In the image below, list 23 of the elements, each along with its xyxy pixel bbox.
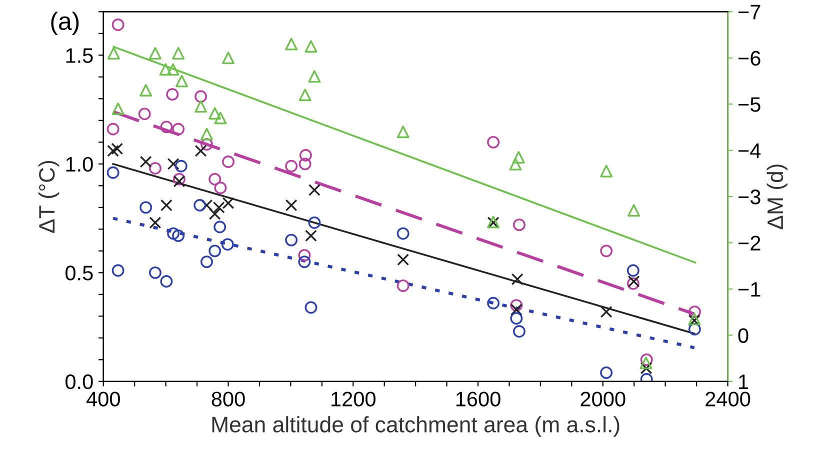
x-axis-title: Mean altitude of catchment area (m a.s.l.) xyxy=(212,416,620,437)
text: (a) xyxy=(51,12,79,35)
y2-tick-label: −1 xyxy=(738,282,760,297)
y2-tick-label: −4 xyxy=(738,144,761,158)
y-tick-label: 1.0 xyxy=(66,156,93,172)
y2-tick-label: −7 xyxy=(738,4,760,20)
y2-axis-title: ΔM (d) xyxy=(766,164,788,230)
y2-tick-label: 1 xyxy=(739,374,748,389)
x-tick-label: 2000 xyxy=(580,392,626,406)
x-tick-label: 1600 xyxy=(456,392,500,406)
y-tick-label: 1.5 xyxy=(66,48,93,63)
x-tick-label: 800 xyxy=(212,392,245,406)
y-axis-title: ΔT (°C) xyxy=(38,160,60,233)
y2-tick-label: −3 xyxy=(738,190,760,204)
x-tick-label: 2400 xyxy=(706,392,750,406)
y-tick-label: 0.5 xyxy=(66,266,93,280)
y2-tick-label: −6 xyxy=(738,50,760,66)
y2-tick-label: 0 xyxy=(738,328,748,343)
y2-tick-label: −5 xyxy=(738,97,760,112)
x-tick-label: 1200 xyxy=(332,392,376,406)
y2-tick-label: −2 xyxy=(738,236,760,250)
x-tick-label: 400 xyxy=(86,392,120,406)
y-tick-label: 0.0 xyxy=(66,374,93,390)
